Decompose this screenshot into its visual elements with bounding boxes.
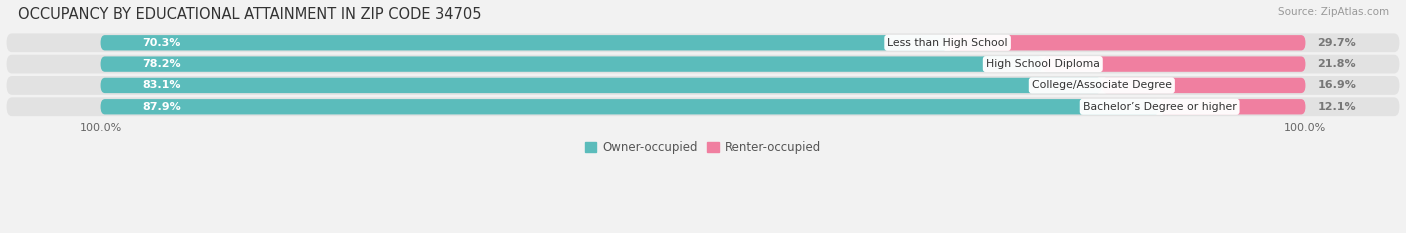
Text: High School Diploma: High School Diploma xyxy=(986,59,1099,69)
FancyBboxPatch shape xyxy=(7,55,1399,73)
FancyBboxPatch shape xyxy=(101,99,1160,114)
FancyBboxPatch shape xyxy=(1102,78,1305,93)
Legend: Owner-occupied, Renter-occupied: Owner-occupied, Renter-occupied xyxy=(579,136,827,158)
Text: 21.8%: 21.8% xyxy=(1317,59,1357,69)
Text: OCCUPANCY BY EDUCATIONAL ATTAINMENT IN ZIP CODE 34705: OCCUPANCY BY EDUCATIONAL ATTAINMENT IN Z… xyxy=(18,7,482,22)
Text: College/Associate Degree: College/Associate Degree xyxy=(1032,80,1171,90)
Text: 70.3%: 70.3% xyxy=(143,38,181,48)
FancyBboxPatch shape xyxy=(101,35,948,51)
Text: 16.9%: 16.9% xyxy=(1317,80,1357,90)
FancyBboxPatch shape xyxy=(7,33,1399,52)
FancyBboxPatch shape xyxy=(7,76,1399,95)
FancyBboxPatch shape xyxy=(1043,56,1305,72)
FancyBboxPatch shape xyxy=(101,56,1043,72)
Text: 29.7%: 29.7% xyxy=(1317,38,1357,48)
FancyBboxPatch shape xyxy=(7,97,1399,116)
FancyBboxPatch shape xyxy=(101,78,1102,93)
Text: Less than High School: Less than High School xyxy=(887,38,1008,48)
Text: Bachelor’s Degree or higher: Bachelor’s Degree or higher xyxy=(1083,102,1236,112)
Text: 12.1%: 12.1% xyxy=(1317,102,1357,112)
Text: Source: ZipAtlas.com: Source: ZipAtlas.com xyxy=(1278,7,1389,17)
Text: 78.2%: 78.2% xyxy=(143,59,181,69)
FancyBboxPatch shape xyxy=(1160,99,1305,114)
Text: 87.9%: 87.9% xyxy=(143,102,181,112)
FancyBboxPatch shape xyxy=(948,35,1305,51)
Text: 83.1%: 83.1% xyxy=(143,80,181,90)
